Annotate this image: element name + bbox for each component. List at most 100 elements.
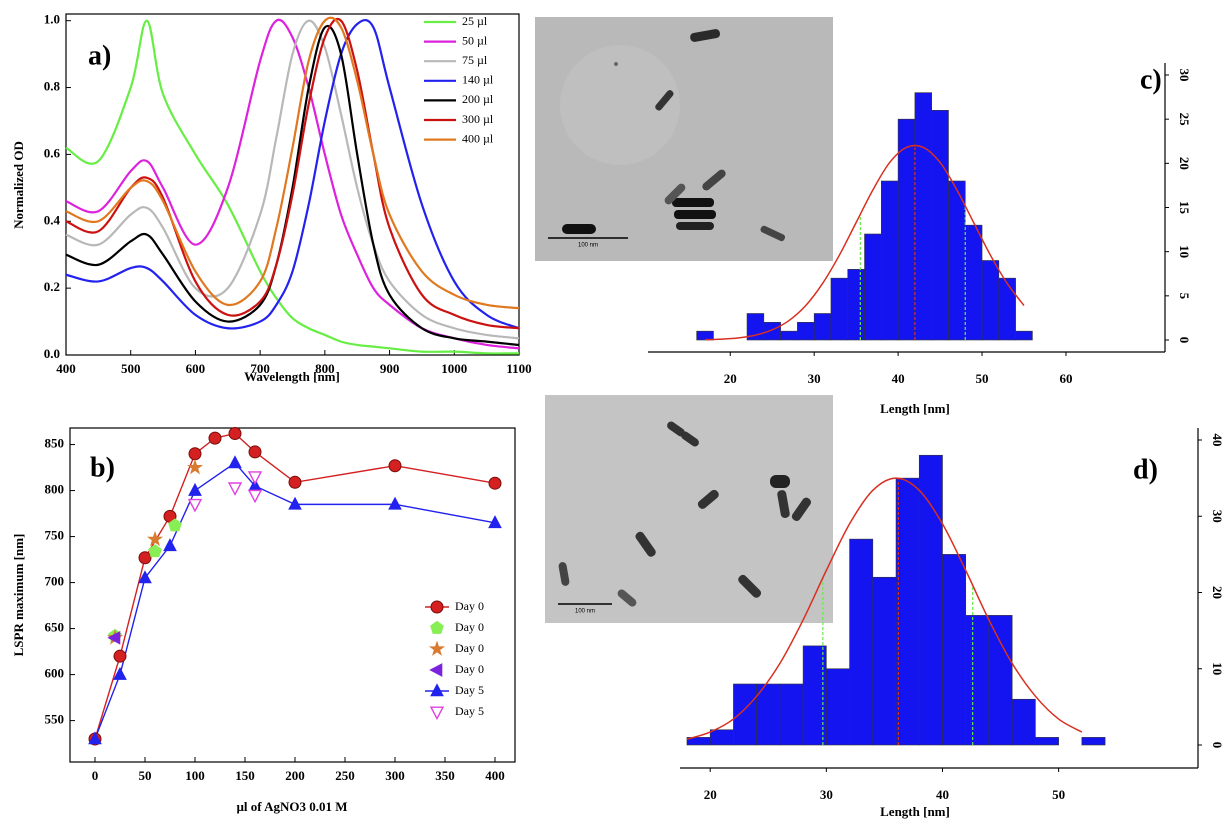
marker bbox=[388, 459, 402, 473]
bar bbox=[988, 615, 1013, 746]
legend-label: Day 0 bbox=[455, 641, 484, 655]
x-tick-label: 60 bbox=[1059, 371, 1072, 386]
x-tick-label: 900 bbox=[380, 361, 400, 376]
bar bbox=[895, 477, 920, 746]
marker bbox=[113, 649, 127, 663]
y-tick-label: 0.8 bbox=[44, 79, 61, 94]
bar bbox=[780, 330, 798, 341]
nanorod bbox=[655, 90, 674, 111]
panel-label: a) bbox=[88, 40, 111, 71]
marker bbox=[228, 427, 242, 441]
bar bbox=[813, 313, 832, 341]
y-tick-label: 5 bbox=[1177, 293, 1192, 300]
bar bbox=[709, 729, 734, 746]
nanorod bbox=[617, 589, 637, 607]
plot-frame bbox=[65, 13, 520, 356]
legend-label: Day 0 bbox=[455, 662, 484, 676]
marker bbox=[187, 498, 203, 513]
particle bbox=[614, 62, 618, 66]
legend-label: 75 µl bbox=[462, 53, 488, 67]
tem-image-2: 100 nm bbox=[545, 395, 833, 623]
tem-image-1: 100 nm bbox=[535, 17, 833, 261]
x-tick-label: 100 bbox=[185, 768, 205, 783]
marker bbox=[488, 476, 502, 490]
x-tick-label: 40 bbox=[936, 787, 949, 802]
bar bbox=[1011, 698, 1036, 746]
bar bbox=[931, 110, 949, 341]
y-tick-label: 20 bbox=[1210, 586, 1224, 599]
y-tick-label: 1.0 bbox=[44, 12, 60, 27]
nanorod bbox=[738, 574, 762, 598]
bar bbox=[942, 554, 967, 746]
bar bbox=[763, 322, 781, 341]
bar bbox=[897, 118, 916, 341]
nanorod bbox=[697, 489, 719, 509]
legend-label: Day 5 bbox=[455, 683, 484, 697]
marker bbox=[208, 431, 222, 445]
y-axis-label: Normalized OD bbox=[11, 141, 26, 229]
y-tick-label: 600 bbox=[45, 666, 65, 681]
y-tick-label: 850 bbox=[45, 436, 65, 451]
spectrum-line bbox=[65, 18, 520, 330]
legend-label: 400 µl bbox=[462, 131, 494, 145]
bar bbox=[756, 683, 781, 746]
y-tick-label: 30 bbox=[1210, 510, 1224, 523]
nanorod bbox=[667, 421, 685, 437]
legend-label: Day 0 bbox=[455, 599, 484, 613]
x-axis-label: Wavelength [nm] bbox=[244, 369, 340, 384]
legend-marker bbox=[428, 640, 446, 656]
spectrum-line bbox=[65, 19, 520, 340]
x-tick-label: 800 bbox=[315, 361, 335, 376]
bar bbox=[918, 454, 943, 746]
marker bbox=[148, 544, 162, 558]
scale-bar-label: 100 nm bbox=[575, 609, 595, 615]
legend-marker bbox=[430, 683, 444, 697]
marker bbox=[107, 630, 121, 645]
nanorod bbox=[777, 490, 790, 519]
legend-label: 200 µl bbox=[462, 92, 494, 106]
marker bbox=[113, 666, 127, 680]
x-tick-label: 500 bbox=[121, 361, 141, 376]
nanorod bbox=[558, 562, 570, 586]
legend-label: Day 5 bbox=[455, 704, 484, 718]
bar bbox=[998, 277, 1016, 341]
bar bbox=[872, 576, 897, 746]
marker bbox=[388, 496, 402, 510]
x-tick-label: 0 bbox=[92, 768, 99, 783]
nanorod bbox=[690, 29, 721, 42]
x-tick-label: 20 bbox=[704, 787, 717, 802]
marker bbox=[288, 496, 302, 510]
fit-curve bbox=[686, 477, 1083, 740]
series-line bbox=[94, 462, 496, 740]
x-tick-label: 350 bbox=[435, 768, 455, 783]
marker bbox=[288, 475, 302, 489]
x-tick-label: 40 bbox=[892, 371, 905, 386]
nanorod bbox=[676, 222, 714, 230]
bar bbox=[864, 233, 882, 341]
bar bbox=[1081, 737, 1106, 746]
bar bbox=[1035, 737, 1059, 746]
marker bbox=[488, 515, 502, 529]
spectrum-line bbox=[65, 16, 520, 310]
legend-marker bbox=[430, 600, 444, 614]
bar bbox=[696, 330, 714, 341]
legend-label: 50 µl bbox=[462, 33, 488, 47]
x-tick-label: 600 bbox=[186, 361, 206, 376]
image-shade bbox=[560, 45, 680, 165]
legend-marker bbox=[429, 663, 443, 677]
legend-label: Day 0 bbox=[455, 620, 484, 634]
bar bbox=[965, 615, 990, 746]
marker bbox=[247, 471, 263, 485]
marker bbox=[188, 482, 202, 496]
x-tick-label: 20 bbox=[724, 371, 737, 386]
marker bbox=[168, 518, 182, 532]
nanorod bbox=[672, 198, 714, 207]
x-tick-label: 50 bbox=[1052, 787, 1065, 802]
marker bbox=[88, 731, 102, 745]
nanorod bbox=[760, 225, 786, 242]
x-tick-label: 30 bbox=[808, 371, 821, 386]
legend-label: 25 µl bbox=[462, 14, 488, 28]
legend-marker bbox=[430, 620, 444, 634]
x-tick-label: 30 bbox=[820, 787, 833, 802]
panel-label: b) bbox=[90, 452, 115, 483]
